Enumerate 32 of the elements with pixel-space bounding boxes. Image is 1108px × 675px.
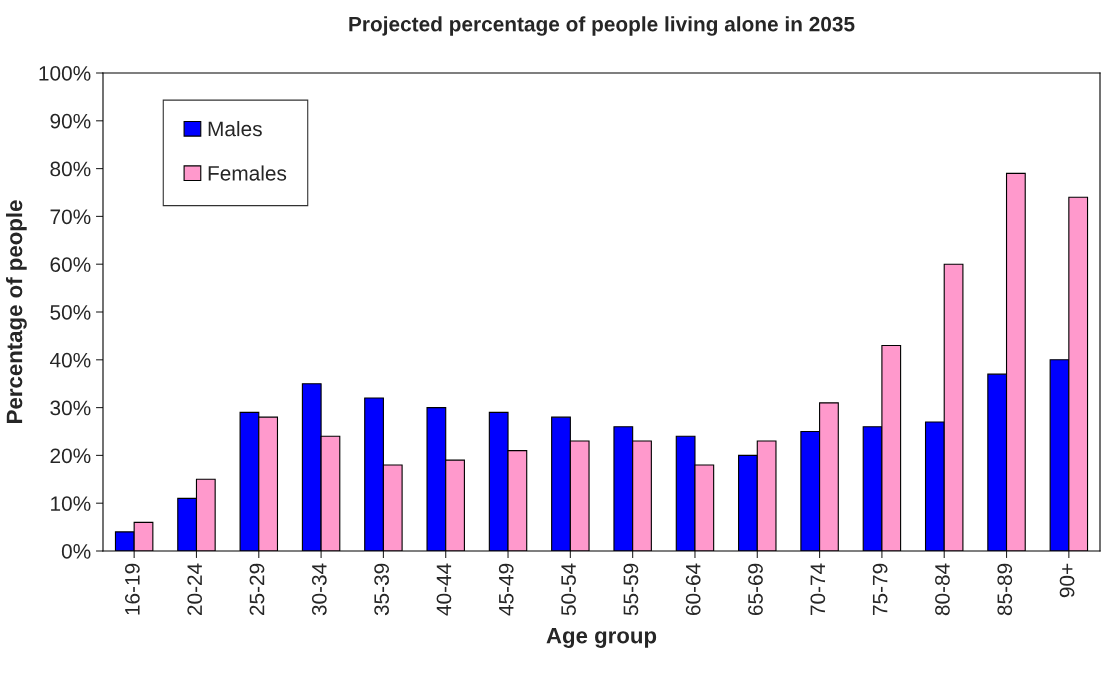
x-tick-label: 90+ [1059,563,1075,598]
y-tick-label: 20% [50,448,91,464]
x-tick-label: 85-89 [997,563,1013,616]
chart-title: Projected percentage of people living alone in 2035 [349,16,855,36]
y-tick-label: 90% [50,113,91,129]
legend-label: Males [208,120,262,137]
x-tick-label: 50-54 [561,563,576,616]
y-tick-label: 100% [39,66,91,81]
x-tick-label: 20-24 [187,563,203,616]
x-tick-label: 60-64 [685,563,701,616]
y-tick-label: 40% [49,352,91,368]
x-tick-label: 65-69 [748,563,763,616]
x-tick-label: 75-79 [872,563,888,616]
x-tick-label: 25-29 [249,563,265,616]
legend-label: Females [208,165,287,181]
x-tick-label: 45-49 [498,563,514,616]
x-tick-label: 55-59 [623,563,639,616]
y-tick-label: 30% [50,400,91,416]
x-tick-label: 35-39 [374,563,389,616]
y-axis-title: Percentage of people [5,200,27,423]
y-tick-label: 10% [51,496,91,511]
y-tick-label: 80% [50,161,91,177]
x-tick-label: 30-34 [311,563,327,616]
x-tick-label: 16-19 [125,563,140,615]
x-axis-title: Age group [546,627,657,648]
y-tick-label: 60% [50,257,91,272]
x-tick-label: 70-74 [810,563,826,616]
x-tick-label: 80-84 [935,563,950,616]
y-tick-label: 0% [61,544,91,559]
x-tick-label: 40-44 [436,563,452,616]
y-tick-label: 50% [50,305,91,320]
y-tick-label: 70% [50,209,91,225]
